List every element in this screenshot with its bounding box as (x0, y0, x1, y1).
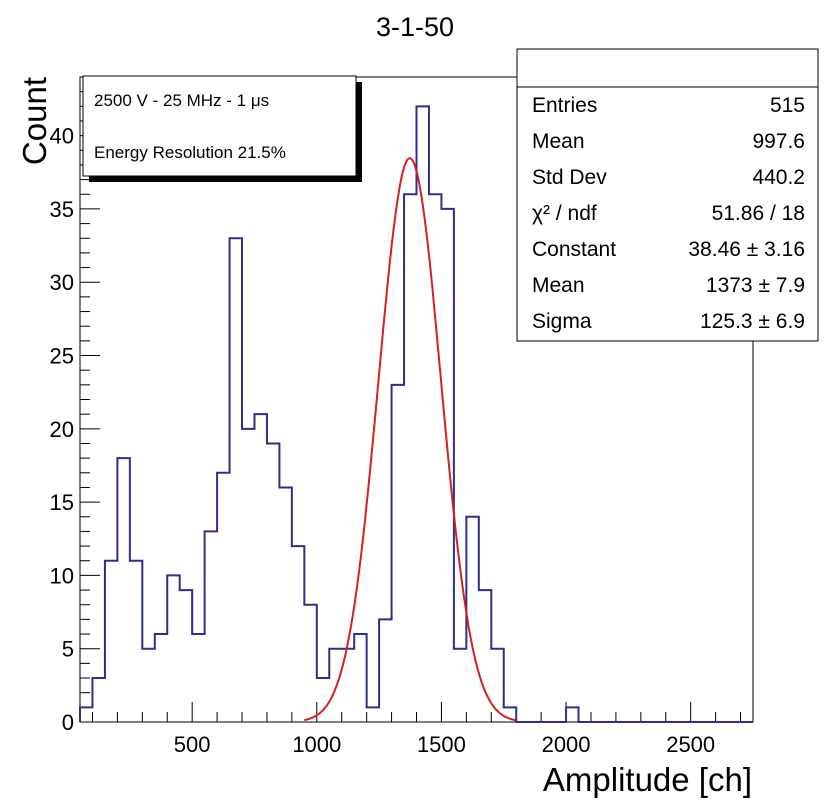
y-tick-label: 5 (62, 637, 74, 662)
tick-labels: 500 1000 1500 2000 2500 0 5 10 15 20 25 30 35 40 (50, 124, 716, 757)
stats-label: Sigma (532, 310, 592, 333)
y-tick-label: 15 (50, 490, 74, 515)
y-tick-label: 25 (50, 344, 74, 369)
stats-value: 38.46 ± 3.16 (688, 238, 805, 261)
stats-value: 440.2 (752, 166, 805, 189)
y-tick-label: 40 (50, 124, 74, 149)
chart-title: 3-1-50 (376, 12, 454, 42)
stats-value: 1373 ± 7.9 (706, 274, 805, 297)
x-tick-label: 2500 (666, 732, 715, 757)
gaussian-fit-curve (304, 157, 516, 722)
y-tick-label: 0 (62, 710, 74, 735)
x-axis-title: Amplitude [ch] (543, 761, 752, 798)
y-tick-label: 30 (50, 270, 74, 295)
y-tick-label: 10 (50, 563, 74, 588)
stats-value: 997.6 (752, 130, 805, 153)
stats-label: Constant (532, 238, 616, 261)
stats-label: Mean (532, 274, 585, 297)
histogram-series (79, 105, 753, 723)
y-axis-title: Count (16, 77, 53, 165)
y-tick-label: 35 (50, 197, 74, 222)
axis-ticks (80, 76, 742, 723)
stats-value: 51.86 / 18 (712, 202, 805, 225)
stats-box-background (516, 48, 819, 342)
stats-label: Entries (532, 94, 597, 117)
x-tick-label: 500 (174, 732, 211, 757)
x-tick-label: 2000 (542, 732, 591, 757)
stats-label: Std Dev (532, 166, 607, 189)
stats-value: 515 (770, 94, 805, 117)
stats-value: 125.3 ± 6.9 (700, 310, 805, 333)
stats-box: Entries 515 Mean 997.6 Std Dev 440.2 χ² / ndf 5… (516, 48, 819, 342)
stats-label: Mean (532, 130, 585, 153)
y-tick-label: 20 (50, 417, 74, 442)
annotation-line2: Energy Resolution 21.5% (94, 143, 286, 162)
annotation-line1: 2500 V - 25 MHz - 1 μs (94, 91, 269, 110)
x-tick-label: 1000 (292, 732, 341, 757)
stats-label: χ² / ndf (532, 202, 597, 225)
annotation-background (82, 75, 357, 177)
x-tick-label: 1500 (417, 732, 466, 757)
annotation-box: 2500 V - 25 MHz - 1 μs Energy Resolution… (82, 75, 362, 182)
